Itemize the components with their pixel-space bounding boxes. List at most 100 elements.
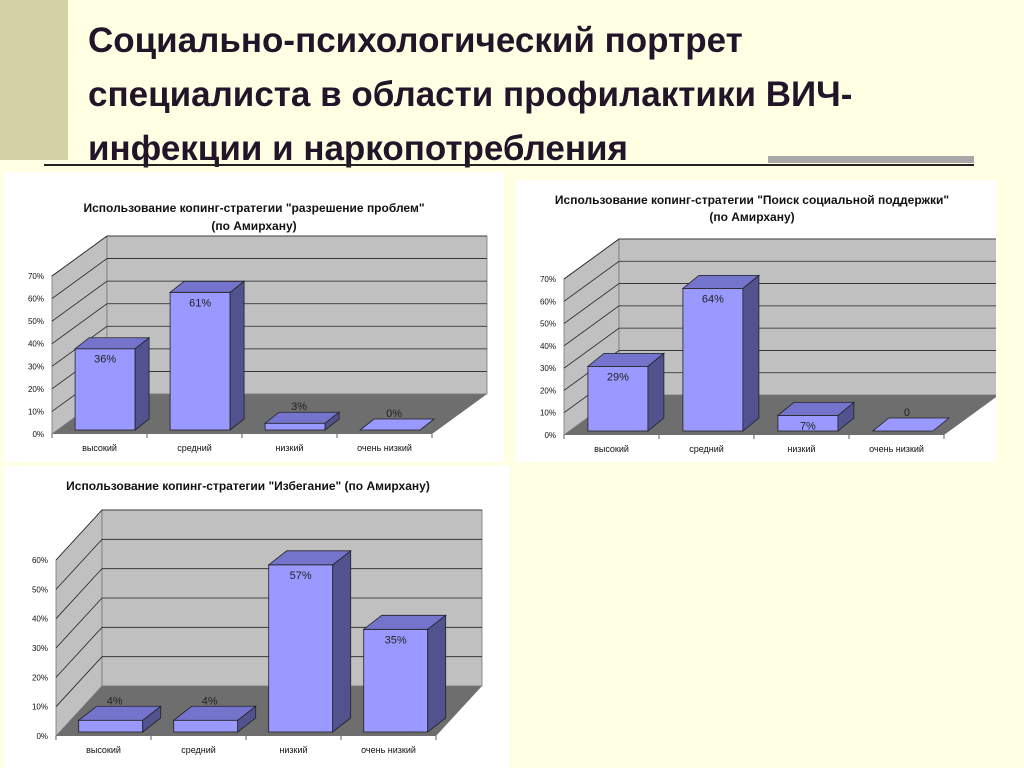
x-category-label: средний: [689, 444, 724, 454]
y-tick-label: 40%: [540, 342, 556, 351]
bar-top: [681, 274, 761, 289]
chart-social-support: Использование копинг-стратегии "Поиск со…: [540, 193, 996, 454]
x-category-label: средний: [177, 443, 212, 453]
bar-front: [74, 348, 136, 431]
bar: [681, 274, 761, 432]
chart-title-line: Использование копинг-стратегии "разрешен…: [83, 201, 424, 215]
bar: [77, 705, 162, 733]
chart-title-line: Использование копинг-стратегии "Поиск со…: [555, 193, 949, 207]
data-label: 3%: [291, 401, 307, 413]
gridline-side: [55, 568, 103, 619]
data-label: 7%: [800, 420, 816, 432]
gridline-side: [563, 283, 620, 324]
data-label: 0%: [386, 408, 402, 420]
y-tick-label: 0%: [36, 732, 48, 741]
bar-top: [362, 614, 447, 630]
y-tick-label: 50%: [540, 320, 556, 329]
bar-top: [267, 550, 352, 566]
data-label: 36%: [94, 354, 116, 366]
gridline-side: [51, 258, 108, 299]
y-tick-label: 10%: [28, 407, 44, 416]
y-tick-label: 30%: [32, 644, 48, 653]
title-line-3: инфекции и наркопотребления: [88, 129, 628, 168]
x-category-label: высокий: [86, 745, 121, 755]
y-tick-label: 40%: [28, 340, 44, 349]
bar-front: [264, 422, 326, 431]
plot-back-wall: [618, 238, 996, 396]
y-tick-label: 70%: [540, 275, 556, 284]
bar-front: [268, 564, 334, 733]
x-category-label: средний: [181, 745, 216, 755]
bar-side: [647, 352, 665, 432]
bar-top: [776, 401, 856, 416]
bar-top: [586, 352, 666, 367]
bar-top: [871, 417, 951, 432]
slide-title: Социально-психологический портрет специа…: [88, 14, 988, 176]
data-label: 4%: [202, 695, 218, 707]
y-tick-label: 70%: [28, 272, 44, 281]
bar-top: [358, 418, 436, 431]
y-tick-label: 20%: [28, 385, 44, 394]
bar: [776, 401, 856, 432]
y-tick-label: 20%: [32, 673, 48, 682]
gridline-side: [55, 627, 103, 678]
bar: [172, 705, 257, 733]
chart-avoidance: Использование копинг-стратегии "Избегани…: [32, 479, 483, 755]
y-tick-label: 60%: [28, 295, 44, 304]
data-label: 0: [904, 407, 910, 419]
gridline-side: [51, 235, 108, 277]
gridline-side: [51, 280, 108, 322]
bar-front: [78, 719, 144, 733]
y-tick-label: 0%: [544, 431, 556, 440]
bar: [73, 336, 151, 431]
chart-title-line: (по Амирхану): [709, 210, 794, 224]
gridline-side: [55, 656, 103, 707]
title-line-2: специалиста в области профилактики ВИЧ-: [88, 75, 853, 114]
bar-top: [77, 705, 162, 721]
x-category-label: очень низкий: [357, 443, 412, 453]
gridline-side: [55, 509, 103, 561]
data-label: 57%: [290, 570, 312, 582]
bar: [267, 549, 352, 733]
x-category-label: высокий: [82, 443, 117, 453]
y-tick-label: 10%: [540, 409, 556, 418]
bar: [168, 280, 246, 431]
x-category-label: низкий: [787, 444, 815, 454]
bar-front: [169, 291, 231, 431]
bar-side: [332, 549, 352, 733]
chart-problem-solving: Использование копинг-стратегии "разрешен…: [28, 201, 488, 453]
y-tick-label: 30%: [540, 364, 556, 373]
chart-title-line: (по Амирхану): [211, 219, 296, 233]
x-category-label: низкий: [275, 443, 303, 453]
title-underline: [44, 164, 974, 166]
chart-title-line: Использование копинг-стратегии "Избегани…: [66, 479, 430, 493]
gridline-side: [563, 238, 620, 280]
bar-top: [168, 280, 246, 293]
plot-back-wall: [106, 235, 488, 395]
bar-side: [427, 614, 447, 733]
title-underline-accent: [768, 156, 974, 163]
gridline-side: [563, 260, 620, 302]
x-category-label: очень низкий: [361, 745, 416, 755]
y-tick-label: 40%: [32, 615, 48, 624]
x-category-label: высокий: [594, 444, 629, 454]
chart-panel-social-support: Использование копинг-стратегии "Поиск со…: [516, 180, 996, 462]
y-tick-label: 0%: [32, 430, 44, 439]
y-tick-label: 50%: [28, 317, 44, 326]
data-label: 29%: [607, 371, 629, 383]
bar-top: [73, 337, 151, 350]
y-tick-label: 60%: [540, 297, 556, 306]
bar: [263, 411, 341, 431]
bar-side: [742, 274, 760, 432]
data-label: 61%: [189, 297, 211, 309]
bar-top: [263, 411, 341, 424]
x-category-label: очень низкий: [869, 444, 924, 454]
bar-top: [172, 705, 257, 721]
data-label: 64%: [702, 293, 724, 305]
title-line-1: Социально-психологический портрет: [88, 21, 743, 60]
bar: [362, 614, 447, 733]
y-tick-label: 10%: [32, 703, 48, 712]
bar-front: [363, 628, 429, 733]
chart-panel-avoidance: Использование копинг-стратегии "Избегани…: [4, 466, 510, 768]
bar: [586, 352, 666, 432]
